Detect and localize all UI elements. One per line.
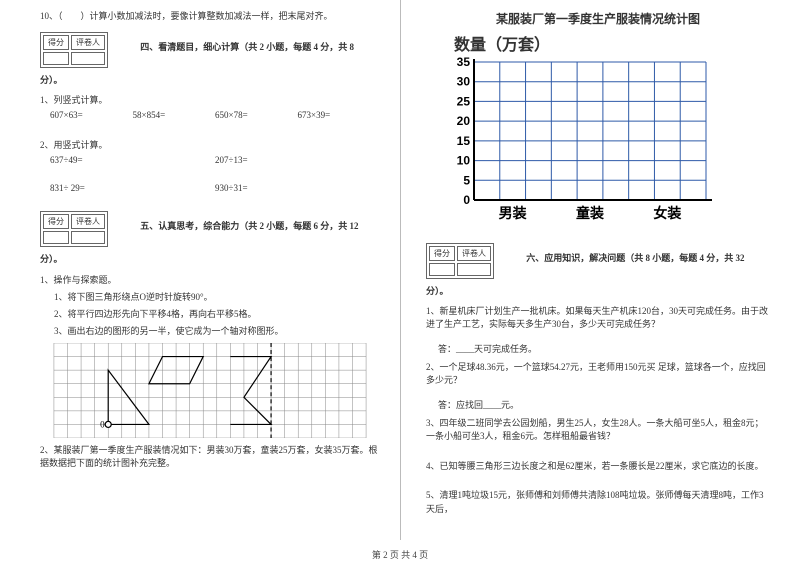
q6-2: 2、一个足球48.36元，一个篮球54.27元，王老师用150元买 足球，篮球各… [426, 361, 770, 388]
grader-label: 评卷人 [71, 35, 105, 50]
q6-1: 1、新星机床厂计划生产一批机床。如果每天生产机床120台，30天可完成任务。由于… [426, 305, 770, 332]
question-10: 10、（ ）计算小数加减法时，要像计算整数加减法一样，把末尾对齐。 [40, 10, 380, 24]
score-label: 得分 [43, 214, 69, 229]
s4-1: 1、列竖式计算。 [40, 93, 380, 106]
geometry-grid: 0 [50, 343, 370, 438]
grader-label: 评卷人 [457, 246, 491, 261]
q6-4: 4、已知等腰三角形三边长度之和是62厘米，若一条腰长是22厘米，求它底边的长度。 [426, 460, 770, 474]
s5-1-2: 2、将平行四边形先向下平移4格，再向右平移5格。 [54, 307, 380, 320]
calc-item: 930÷31= [215, 183, 380, 193]
chart-title: 某服装厂第一季度生产服装情况统计图 [426, 10, 770, 27]
page-footer: 第 2 页 共 4 页 [0, 548, 800, 561]
section-4-header: 得分评卷人 四、看清题目，细心计算（共 2 小题，每题 4 分，共 8 [40, 32, 380, 70]
section-6-header: 得分评卷人 六、应用知识，解决问题（共 8 小题，每题 4 分，共 32 [426, 243, 770, 281]
score-box: 得分评卷人 [40, 211, 108, 247]
score-box: 得分评卷人 [426, 243, 494, 279]
calc-item: 831÷ 29= [50, 183, 215, 193]
calc-item: 650×78= [215, 110, 298, 120]
svg-text:10: 10 [457, 154, 471, 168]
section-6-title: 六、应用知识，解决问题（共 8 小题，每题 4 分，共 32 [526, 243, 744, 264]
svg-text:20: 20 [457, 114, 471, 128]
score-box: 得分评卷人 [40, 32, 108, 68]
q6-5: 5、清理1吨垃圾15元，张师傅和刘师傅共清除108吨垃圾。张师傅每天清理8吨，工… [426, 489, 770, 516]
calc-row-2b: 831÷ 29= 930÷31= [50, 183, 380, 193]
grader-label: 评卷人 [71, 214, 105, 229]
s5-1: 1、操作与探索题。 [40, 273, 380, 286]
left-column: 10、（ ）计算小数加减法时，要像计算整数加减法一样，把末尾对齐。 得分评卷人 … [0, 0, 400, 540]
svg-text:男装: 男装 [499, 205, 528, 221]
calc-item: 607×63= [50, 110, 133, 120]
calc-item: 58×854= [133, 110, 216, 120]
s5-1-3: 3、画出右边的图形的另一半，使它成为一个轴对称图形。 [54, 324, 380, 337]
section-4-title: 四、看清题目，细心计算（共 2 小题，每题 4 分，共 8 [140, 32, 354, 53]
calc-item: 207÷13= [215, 155, 380, 165]
s5-2: 2、某服装厂第一季度生产服装情况如下：男装30万套，童装25万套，女装35万套。… [40, 444, 380, 471]
section-5-title: 五、认真思考，综合能力（共 2 小题，每题 6 分，共 12 [140, 211, 358, 232]
s4-2: 2、用竖式计算。 [40, 138, 380, 151]
svg-text:童装: 童装 [576, 205, 605, 221]
calc-row-1: 607×63= 58×854= 650×78= 673×39= [50, 110, 380, 120]
bar-chart: 0 5 10 15 20 25 30 35 男装 童装 女装 [446, 57, 770, 235]
calc-item: 673×39= [298, 110, 381, 120]
score-label: 得分 [429, 246, 455, 261]
svg-text:0: 0 [463, 193, 470, 207]
fen-label-3: 分）。 [426, 285, 770, 299]
svg-text:0: 0 [100, 419, 105, 429]
svg-text:女装: 女装 [653, 205, 682, 221]
svg-text:15: 15 [457, 134, 471, 148]
svg-text:30: 30 [457, 75, 471, 89]
right-column: 某服装厂第一季度生产服装情况统计图 数量（万套） 0 5 10 15 20 25 30 35 男… [400, 0, 800, 540]
svg-text:35: 35 [457, 57, 471, 69]
calc-item: 637÷49= [50, 155, 215, 165]
a6-2: 答：应找回____元。 [438, 398, 770, 411]
fen-label: 分）。 [40, 74, 380, 88]
svg-text:25: 25 [457, 94, 471, 108]
section-5-header: 得分评卷人 五、认真思考，综合能力（共 2 小题，每题 6 分，共 12 [40, 211, 380, 249]
svg-text:5: 5 [463, 173, 470, 187]
a6-1: 答：____天可完成任务。 [438, 342, 770, 355]
chart-y-label: 数量（万套） [454, 31, 770, 55]
fen-label-2: 分）。 [40, 253, 380, 267]
score-label: 得分 [43, 35, 69, 50]
s5-1-1: 1、将下图三角形绕点O逆时针旋转90°。 [54, 290, 380, 303]
calc-row-2a: 637÷49= 207÷13= [50, 155, 380, 165]
q6-3: 3、四年级二班同学去公园划船，男生25人，女生28人。一条大船可坐5人，租金8元… [426, 417, 770, 444]
